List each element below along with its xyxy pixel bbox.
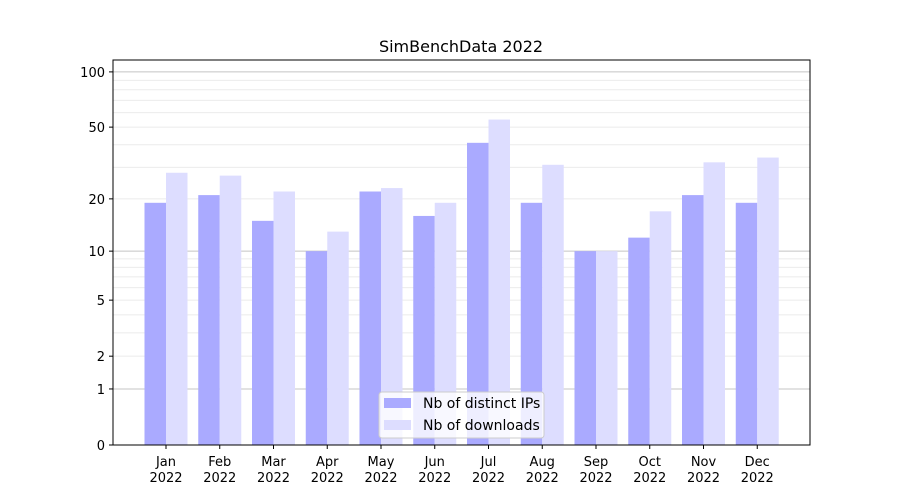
bar-distinct-ips <box>628 237 650 445</box>
bar-distinct-ips <box>520 202 543 445</box>
bars <box>144 119 779 446</box>
bar-distinct-ips <box>682 195 704 445</box>
bar-downloads <box>757 157 779 446</box>
bar-downloads <box>542 164 564 445</box>
x-tick-label: Apr 2022 <box>311 455 344 486</box>
y-tick-label: 100 <box>80 66 105 81</box>
y-tick-label: 5 <box>97 294 105 309</box>
legend-label-ips: Nb of distinct IPs <box>423 396 540 412</box>
x-tick-label: Aug 2022 <box>526 455 559 486</box>
bar-downloads <box>488 119 510 445</box>
bar-downloads <box>596 251 618 445</box>
bar-downloads <box>434 202 457 445</box>
bar-distinct-ips <box>252 220 274 445</box>
chart-title: SimBenchData 2022 <box>379 37 543 56</box>
y-tick-label: 20 <box>88 193 105 208</box>
y-tick-label: 50 <box>88 121 105 136</box>
x-tick-label: Jan 2022 <box>149 455 182 486</box>
legend-swatch-ips <box>384 398 411 408</box>
bar-downloads <box>273 191 295 445</box>
x-tick-label: Dec 2022 <box>741 455 774 486</box>
bar-downloads <box>381 188 403 445</box>
bar-distinct-ips <box>359 191 381 445</box>
legend: Nb of distinct IPs Nb of downloads <box>378 391 545 439</box>
x-tick-label: Feb 2022 <box>203 455 236 486</box>
x-tick-label: Jun 2022 <box>418 455 451 486</box>
x-tick-label: May 2022 <box>364 455 397 486</box>
bar-downloads <box>649 211 672 445</box>
x-tick-label: Mar 2022 <box>257 455 290 486</box>
bar-distinct-ips <box>735 202 758 445</box>
bar-distinct-ips <box>467 142 489 446</box>
legend-label-downloads: Nb of downloads <box>423 418 540 434</box>
bar-distinct-ips <box>144 202 166 445</box>
x-tick-label: Nov 2022 <box>687 455 720 486</box>
y-tick-label: 0 <box>97 439 105 454</box>
y-tick-label: 10 <box>88 245 105 260</box>
bar-downloads <box>703 162 725 445</box>
bar-distinct-ips <box>198 195 220 445</box>
y-axis: 0 1 2 5 10 20 50 100 <box>80 66 113 454</box>
x-tick-label: Oct 2022 <box>633 455 666 486</box>
bar-downloads <box>327 231 349 445</box>
bar-downloads <box>166 172 188 445</box>
legend-box <box>378 391 545 439</box>
y-tick-label: 2 <box>97 350 105 365</box>
bar-distinct-ips <box>413 215 435 445</box>
bar-downloads <box>219 175 242 445</box>
bar-distinct-ips <box>305 251 328 445</box>
plot-frame <box>112 59 811 446</box>
bar-distinct-ips <box>574 251 596 445</box>
x-tick-label: Sep 2022 <box>579 455 612 486</box>
y-tick-label: 1 <box>97 383 105 398</box>
x-axis: Jan 2022 Feb 2022 Mar 2022 Apr 2022 May 2022 Jun 20… <box>149 445 774 486</box>
legend-swatch-downloads <box>384 420 411 430</box>
x-tick-label: Jul 2022 <box>472 455 505 486</box>
